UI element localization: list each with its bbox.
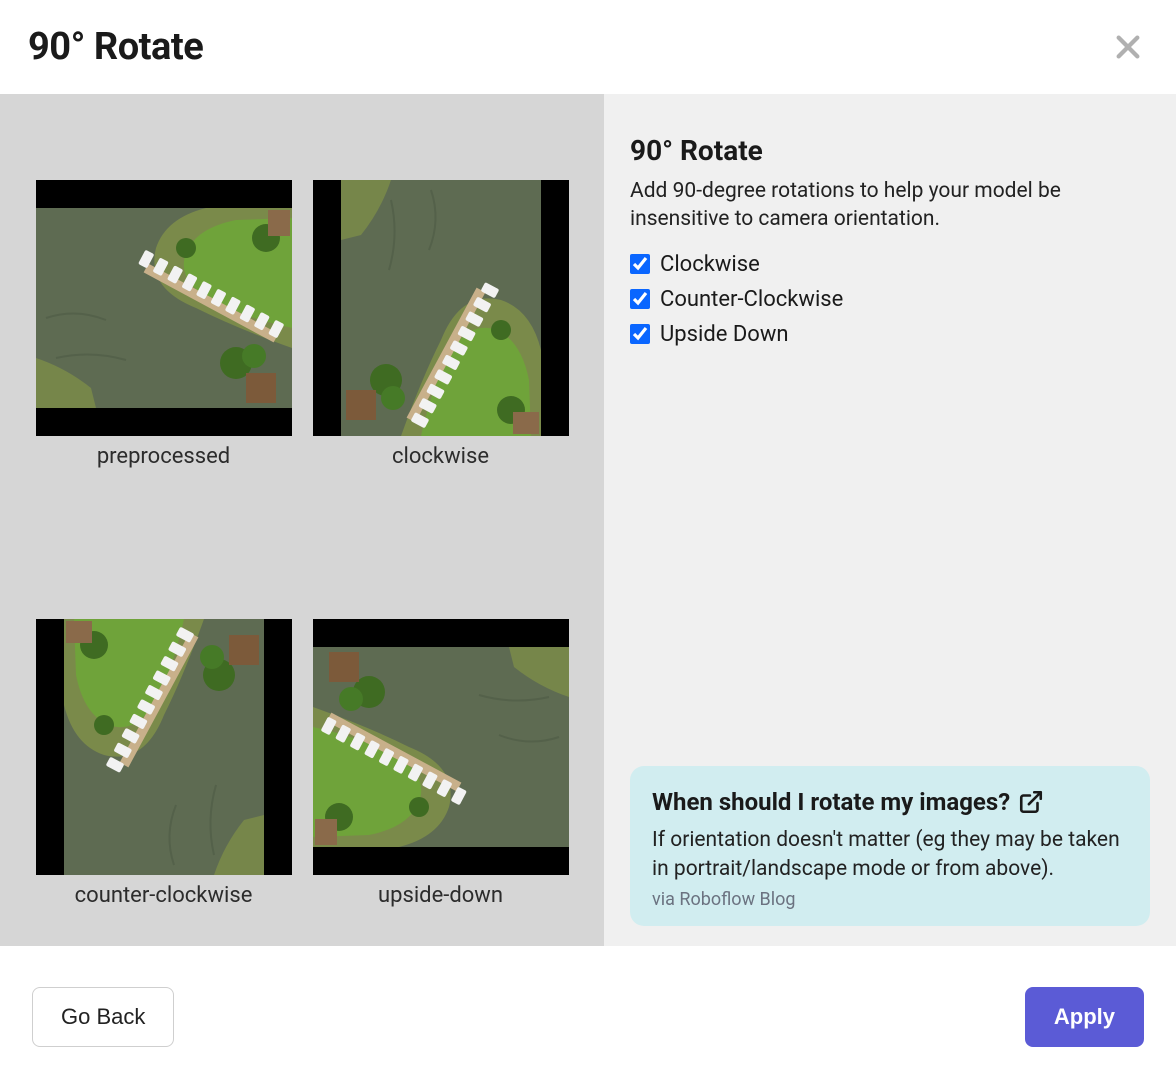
info-card-source: via Roboflow Blog [652, 889, 1128, 910]
info-card-title-row: When should I rotate my images? [652, 788, 1128, 816]
preview-label: clockwise [311, 444, 570, 469]
rotation-option[interactable]: Upside Down [630, 322, 1150, 347]
preview-thumbnail [36, 619, 292, 875]
preview-label: upside-down [311, 883, 570, 908]
rotation-option[interactable]: Clockwise [630, 252, 1150, 277]
rotation-option-label: Counter-Clockwise [660, 287, 843, 312]
rotation-checkbox[interactable] [630, 254, 650, 274]
preview-thumbnail [313, 619, 569, 875]
rotation-option[interactable]: Counter-Clockwise [630, 287, 1150, 312]
dialog-title: 90° Rotate [28, 25, 203, 69]
settings-panel: 90° Rotate Add 90-degree rotations to he… [604, 94, 1176, 946]
preview-thumbnail [36, 180, 292, 436]
dialog-footer: Go Back Apply [0, 946, 1176, 1088]
info-card[interactable]: When should I rotate my images? If orien… [630, 766, 1150, 926]
rotation-checkbox[interactable] [630, 289, 650, 309]
dialog-header: 90° Rotate [0, 0, 1176, 94]
preview-cell: counter-clockwise [34, 619, 293, 908]
preview-panel: preprocessed [0, 94, 604, 946]
preview-cell: upside-down [311, 619, 570, 908]
info-card-title: When should I rotate my images? [652, 788, 1010, 816]
preview-cell: clockwise [311, 180, 570, 469]
dialog-content: preprocessed [0, 94, 1176, 946]
close-button[interactable] [1108, 27, 1148, 67]
rotation-option-label: Upside Down [660, 322, 789, 347]
preview-thumbnail [313, 180, 569, 436]
preview-label: preprocessed [34, 444, 293, 469]
go-back-button[interactable]: Go Back [32, 987, 174, 1047]
external-link-icon [1018, 789, 1044, 815]
rotation-option-label: Clockwise [660, 252, 760, 277]
rotation-options: Clockwise Counter-Clockwise Upside Down [630, 252, 1150, 347]
settings-description: Add 90-degree rotations to help your mod… [630, 177, 1150, 234]
settings-title: 90° Rotate [630, 134, 1150, 167]
close-icon [1112, 31, 1144, 63]
preview-grid: preprocessed [34, 180, 570, 908]
preview-cell: preprocessed [34, 180, 293, 469]
apply-button[interactable]: Apply [1025, 987, 1144, 1047]
rotation-checkbox[interactable] [630, 324, 650, 344]
preview-label: counter-clockwise [34, 883, 293, 908]
info-card-body: If orientation doesn't matter (eg they m… [652, 826, 1128, 883]
